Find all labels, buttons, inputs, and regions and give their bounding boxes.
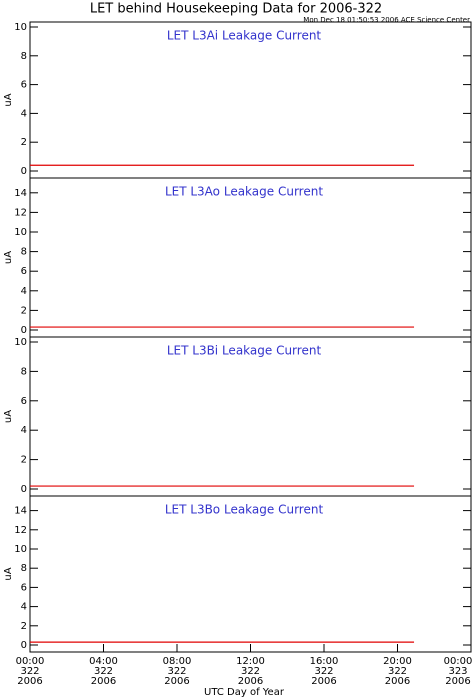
x-tick-label: 322 (167, 666, 186, 677)
y-tick-label: 0 (21, 640, 27, 651)
y-tick-label: 2 (21, 305, 27, 316)
y-tick-label: 6 (21, 582, 27, 593)
x-tick-label: 04:00 (89, 656, 118, 667)
x-tick-label: 322 (20, 666, 39, 677)
y-tick-label: 10 (14, 544, 27, 555)
y-tick-label: 8 (21, 51, 27, 62)
x-tick-label: 322 (314, 666, 333, 677)
x-tick-label: 322 (388, 666, 407, 677)
x-tick-label: 322 (241, 666, 260, 677)
chart-subtitle: Mon Dec 18 01:50:53 2006 ACE Science Cen… (303, 16, 470, 24)
y-axis-label: uA (3, 567, 14, 580)
y-tick-label: 12 (14, 207, 27, 218)
y-tick-label: 6 (21, 266, 27, 277)
x-tick-label: 16:00 (310, 656, 339, 667)
y-tick-label: 2 (21, 137, 27, 148)
x-tick-label: 323 (448, 666, 467, 677)
x-tick-label: 08:00 (163, 656, 192, 667)
y-tick-label: 6 (21, 80, 27, 91)
x-tick-label: 2006 (91, 676, 116, 687)
x-tick-label: 2006 (238, 676, 263, 687)
x-tick-label: 12:00 (236, 656, 265, 667)
x-tick-label: 00:00 (444, 656, 473, 667)
y-tick-label: 0 (21, 484, 27, 495)
x-tick-label: 00:00 (16, 656, 45, 667)
y-tick-label: 4 (21, 425, 27, 436)
y-tick-label: 12 (14, 525, 27, 536)
x-tick-label: 322 (94, 666, 113, 677)
x-tick-label: 2006 (311, 676, 336, 687)
y-tick-label: 4 (21, 286, 27, 297)
y-tick-label: 0 (21, 325, 27, 336)
y-tick-label: 2 (21, 621, 27, 632)
y-axis-label: uA (3, 93, 14, 106)
y-tick-label: 2 (21, 455, 27, 466)
y-tick-label: 4 (21, 602, 27, 613)
y-axis-label: uA (3, 251, 14, 264)
y-tick-label: 10 (14, 227, 27, 238)
y-tick-label: 10 (14, 337, 27, 348)
panel-frame (29, 495, 472, 653)
x-axis-label: UTC Day of Year (204, 687, 285, 698)
y-tick-label: 4 (21, 108, 27, 119)
x-tick-label: 2006 (164, 676, 189, 687)
y-tick-label: 14 (14, 188, 27, 199)
panel-title: LET L3Ao Leakage Current (165, 185, 323, 199)
y-axis-label: uA (3, 410, 14, 423)
panel-title: LET L3Ai Leakage Current (167, 29, 322, 43)
panel-frame (29, 177, 472, 338)
y-tick-label: 10 (14, 22, 27, 33)
y-tick-label: 8 (21, 563, 27, 574)
y-tick-label: 0 (21, 166, 27, 177)
chart-title: LET behind Housekeeping Data for 2006-32… (90, 2, 382, 17)
panel-title: LET L3Bo Leakage Current (165, 503, 324, 517)
x-tick-label: 20:00 (383, 656, 412, 667)
y-tick-label: 8 (21, 366, 27, 377)
x-tick-label: 2006 (445, 676, 470, 687)
y-tick-label: 14 (14, 506, 27, 517)
y-tick-label: 8 (21, 247, 27, 258)
panel-frame (29, 336, 472, 497)
panel-title: LET L3Bi Leakage Current (167, 344, 322, 358)
x-tick-label: 2006 (385, 676, 410, 687)
y-tick-label: 6 (21, 396, 27, 407)
x-tick-label: 2006 (17, 676, 42, 687)
panel-frame (29, 21, 472, 179)
